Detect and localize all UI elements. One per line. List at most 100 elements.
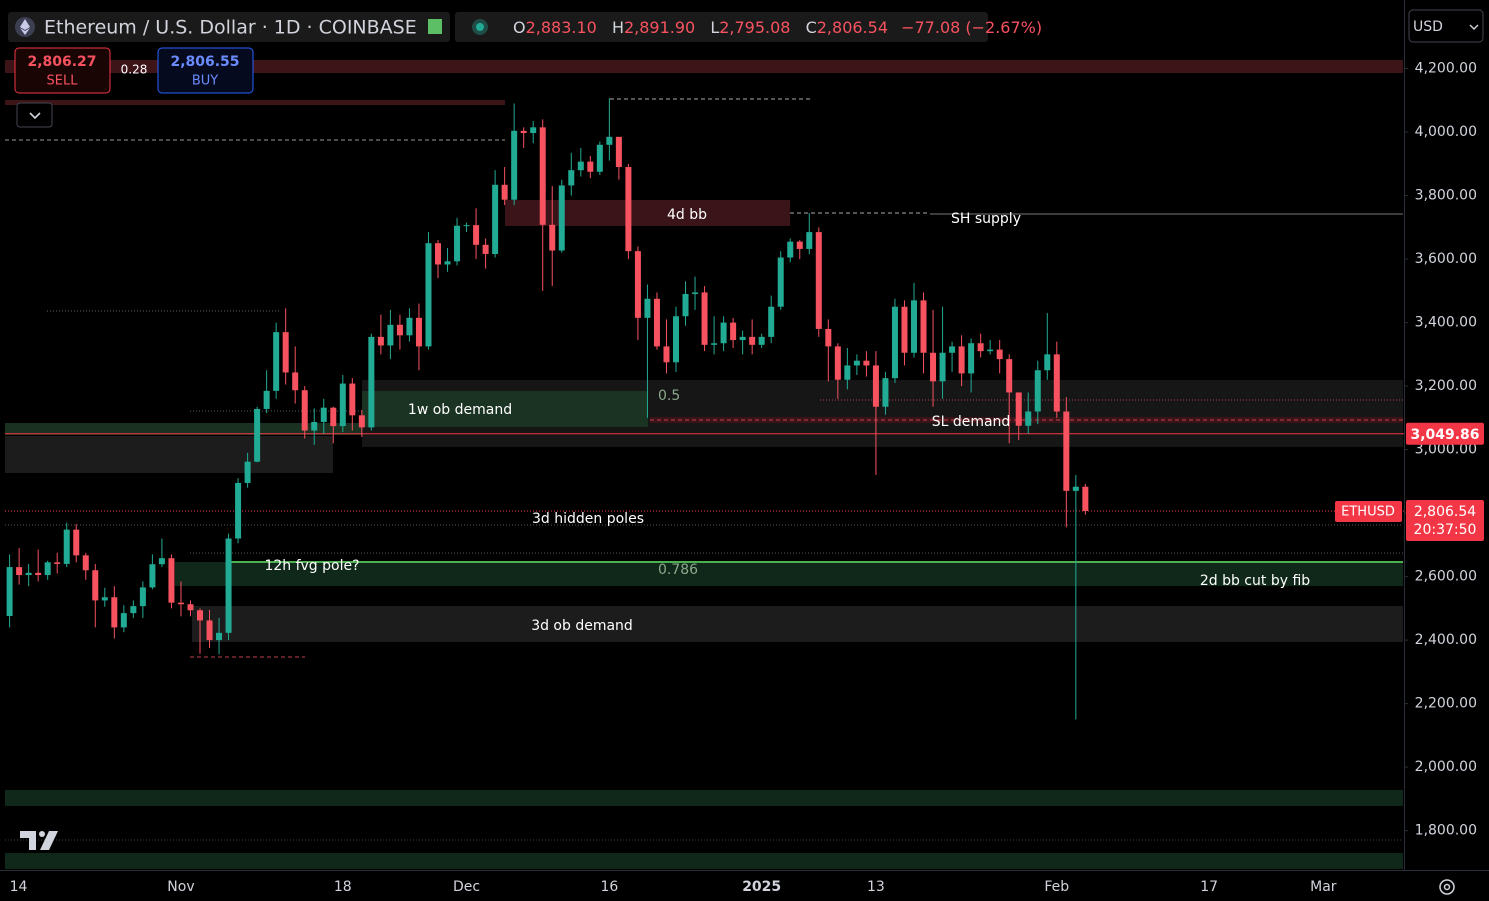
candle-body	[130, 606, 137, 614]
candle-body	[482, 244, 489, 255]
buy-button[interactable]	[157, 47, 254, 94]
candle-body	[111, 597, 118, 628]
candle-body	[120, 613, 127, 628]
zone	[5, 423, 362, 435]
candle-body	[435, 243, 441, 265]
x-tick-label: 14	[10, 879, 28, 895]
candle-body	[197, 610, 203, 621]
candle-body	[330, 407, 337, 427]
spread: 0.28	[121, 63, 148, 77]
candle-body	[177, 602, 184, 605]
candle-body	[158, 558, 165, 565]
y-tick-label: 3,600.00	[1415, 251, 1477, 267]
candle-body	[349, 383, 356, 416]
candle-body	[368, 336, 375, 428]
y-tick-label: 2,200.00	[1415, 696, 1477, 712]
ohlc-value: 2,891.90	[624, 18, 695, 37]
ohlc-key: C	[806, 18, 817, 37]
price-line-label: 3,049.86	[1410, 427, 1479, 443]
candle-body	[463, 225, 470, 227]
ohlc-value: 2,883.10	[526, 18, 597, 37]
candle-body	[758, 336, 765, 345]
ohlc-value: 2,806.54	[817, 18, 888, 37]
candle-body	[587, 161, 594, 172]
y-tick-label: 2,400.00	[1415, 632, 1477, 648]
candle-body	[891, 306, 898, 379]
ohlc-legend: O2,883.10 H2,891.90 L2,795.08 C2,806.54 …	[513, 18, 1042, 37]
candle-body	[596, 144, 603, 172]
zone	[5, 436, 333, 473]
candle-body	[644, 298, 651, 318]
buy-price: 2,806.55	[170, 54, 239, 70]
candle-body	[653, 298, 660, 347]
sell-price: 2,806.27	[27, 54, 96, 70]
ohlc-key: H	[612, 18, 624, 37]
candle-body	[282, 332, 289, 373]
market-flag	[428, 19, 442, 34]
y-tick-label: 4,000.00	[1415, 124, 1477, 140]
candle-body	[301, 390, 308, 431]
candle-body	[244, 461, 251, 483]
candle-body	[530, 127, 537, 134]
price-line-tag	[1406, 422, 1484, 445]
candle-body	[415, 317, 422, 347]
candle-body	[996, 349, 1003, 360]
fib-label: 0.5	[658, 388, 680, 404]
candle-body	[1034, 370, 1041, 412]
zones	[5, 60, 1403, 869]
x-tick-label: Dec	[453, 879, 480, 895]
candle-body	[1015, 392, 1022, 426]
settings-button[interactable]	[1439, 879, 1455, 895]
symbol-icon-glyph	[20, 19, 30, 35]
currency-select[interactable]	[1408, 9, 1484, 43]
candle-body	[320, 407, 327, 422]
candle-body	[54, 562, 61, 564]
candle-body	[949, 346, 956, 353]
x-tick-label: 16	[600, 879, 618, 895]
annotation: SL demand	[932, 414, 1011, 430]
candle-body	[1006, 359, 1013, 393]
candle-body	[339, 383, 346, 427]
candle-body	[1053, 354, 1060, 412]
y-tick-label: 1,800.00	[1415, 823, 1477, 839]
candle-body	[511, 130, 518, 200]
candle-body	[711, 343, 718, 345]
candle-body	[692, 292, 699, 295]
candle-body	[853, 360, 860, 366]
zone	[5, 100, 505, 105]
candle-body	[35, 572, 42, 576]
zone	[362, 391, 648, 427]
symbol-title[interactable]: Ethereum / U.S. Dollar · 1D · COINBASE	[44, 17, 417, 39]
collapse-button[interactable]	[16, 102, 53, 128]
candles	[6, 98, 1089, 720]
header-bg	[455, 12, 988, 42]
y-tick-label: 3,200.00	[1415, 378, 1477, 394]
candle-body	[454, 225, 461, 262]
sell-button[interactable]	[14, 47, 111, 94]
candle-body	[777, 257, 784, 307]
chevron	[1469, 24, 1479, 30]
candle-body	[749, 336, 756, 345]
fib-label: 0.786	[658, 562, 698, 578]
candle-body	[1025, 411, 1032, 426]
symbol-tag	[1335, 501, 1402, 523]
candle-body	[187, 604, 194, 611]
candle-body	[673, 316, 679, 363]
candle-body	[444, 261, 451, 265]
x-tick-label: 2025	[742, 879, 781, 895]
candle-body	[396, 324, 403, 336]
candle-body	[615, 136, 622, 168]
candle-body	[406, 317, 413, 336]
candle-body	[168, 558, 175, 603]
candle-body	[787, 241, 794, 258]
zone	[5, 60, 1403, 73]
candle-body	[539, 127, 546, 225]
candle-body	[977, 343, 984, 352]
candle-body	[225, 538, 232, 633]
ohlc-key: L	[710, 18, 719, 37]
logo	[20, 831, 58, 850]
ohlc-change: −77.08 (−2.67%)	[901, 18, 1042, 37]
candle-body	[796, 241, 803, 249]
